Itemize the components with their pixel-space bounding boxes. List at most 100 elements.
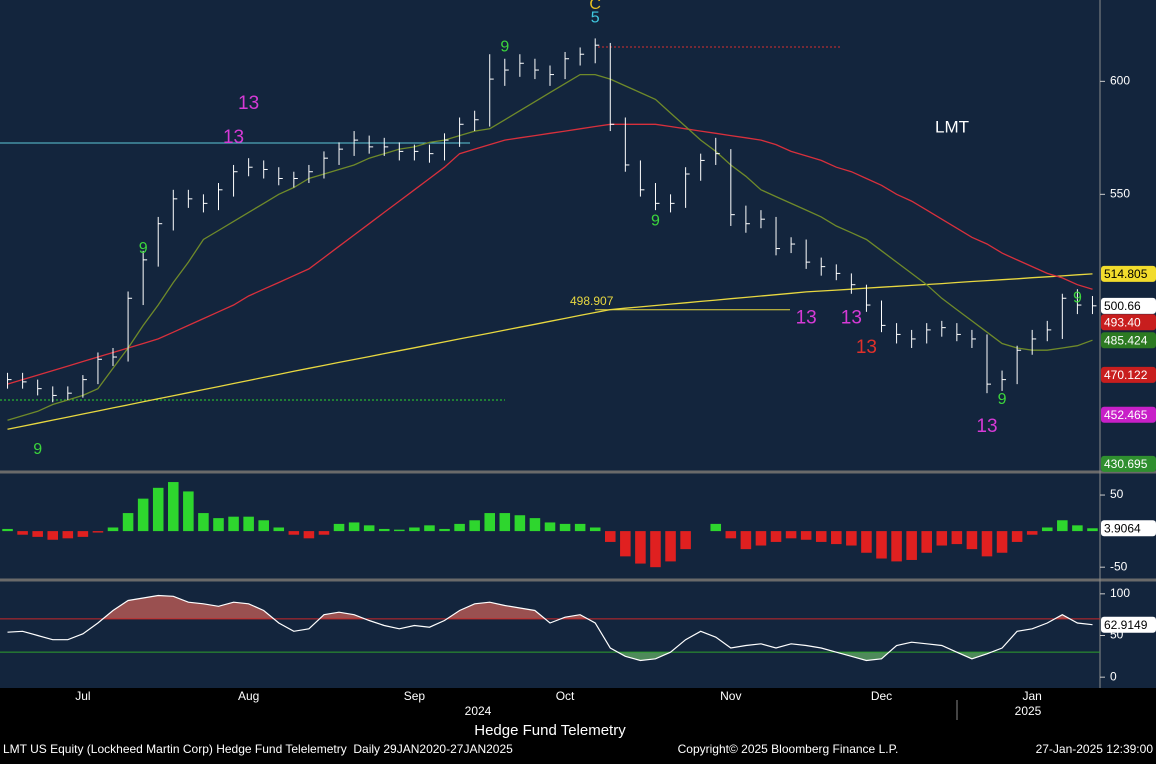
value-tag	[1101, 332, 1156, 349]
count-annotation: 13	[841, 308, 862, 329]
value-tag-label: 485.424	[1104, 333, 1148, 347]
histogram-bar	[92, 531, 104, 533]
histogram-bar	[213, 518, 224, 532]
x-tick-label: Nov	[720, 689, 741, 703]
histogram-bar	[559, 523, 571, 532]
y-tick-label: -50	[1110, 559, 1128, 573]
histogram-bar	[47, 531, 59, 540]
y-tick-label: 100	[1110, 586, 1130, 600]
histogram-bar	[1011, 531, 1023, 542]
histogram-bar	[785, 531, 797, 539]
histogram-bar	[394, 529, 405, 532]
histogram-bar	[815, 531, 827, 542]
count-annotation: 13	[856, 337, 877, 358]
count-annotation: 9	[139, 240, 148, 257]
histogram-bar	[966, 531, 978, 550]
histogram-bar	[891, 531, 902, 562]
histogram-bar	[2, 528, 13, 532]
count-annotation: 9	[500, 39, 509, 56]
histogram-bar	[1026, 531, 1038, 535]
value-tag-label: 500.66	[1104, 299, 1141, 313]
histogram-bar	[348, 522, 360, 532]
histogram-bar	[770, 531, 782, 542]
histogram-bar	[17, 531, 28, 535]
histogram-bar	[183, 491, 194, 532]
histogram-bar	[243, 516, 254, 532]
histogram-bar	[544, 522, 556, 532]
year-label: 2024	[465, 704, 492, 718]
histogram-bar	[921, 531, 932, 553]
histogram-bar	[514, 515, 526, 532]
count-annotation: 9	[1073, 289, 1082, 306]
zone-fill	[7, 595, 1093, 619]
count-annotation: 13	[976, 416, 997, 437]
y-tick-label: 600	[1110, 74, 1130, 88]
histogram-bar	[424, 525, 435, 532]
histogram-bar	[77, 531, 89, 537]
value-tag-label: 514.805	[1104, 267, 1148, 281]
value-tag-label: 470.122	[1104, 368, 1148, 382]
histogram-bar	[439, 528, 450, 532]
value-tag	[1101, 314, 1156, 331]
y-tick-label: 0	[1110, 669, 1117, 683]
histogram-bar	[996, 531, 1008, 553]
histogram-bar	[620, 531, 631, 557]
x-tick-label: Aug	[238, 689, 259, 703]
histogram-bar	[469, 520, 480, 532]
moving-average	[7, 123, 1093, 385]
histogram-bar	[665, 531, 676, 562]
histogram-bar	[137, 498, 149, 532]
x-tick-label: Dec	[871, 689, 892, 703]
histogram-bar	[62, 531, 74, 539]
histogram-bar	[363, 525, 375, 532]
histogram-bar	[589, 527, 601, 532]
histogram-bar	[303, 531, 315, 539]
value-tag-label: 430.695	[1104, 457, 1148, 471]
histogram-bar	[1087, 528, 1098, 532]
zone-fill	[7, 652, 1093, 661]
count-annotation: 9	[33, 441, 42, 458]
histogram-bar	[876, 531, 887, 559]
histogram-bar	[981, 531, 993, 557]
value-tag-label: 452.465	[1104, 408, 1148, 422]
histogram-bar	[198, 513, 209, 532]
histogram-bar	[831, 531, 842, 545]
histogram-bar	[409, 527, 420, 532]
histogram-bar	[1072, 525, 1083, 532]
footer-background	[0, 688, 1156, 759]
histogram-bar	[1057, 520, 1068, 532]
histogram-bar	[333, 523, 345, 532]
histogram-bar	[951, 531, 963, 545]
value-tag	[1101, 406, 1156, 423]
x-tick-label: Sep	[404, 689, 426, 703]
histogram-bar	[635, 531, 646, 564]
histogram-bar	[288, 531, 300, 535]
footer-left: LMT US Equity (Lockheed Martin Corp) Hed…	[3, 742, 513, 756]
x-tick-label: Oct	[556, 689, 575, 703]
value-tag	[1101, 520, 1156, 537]
histogram-bar	[273, 527, 285, 532]
value-tag-label: 3.9064	[1104, 521, 1141, 535]
footer-right: 27-Jan-2025 12:39:00	[1036, 742, 1154, 756]
x-tick-label: Jan	[1023, 689, 1042, 703]
histogram-bar	[906, 531, 917, 560]
histogram-bar	[107, 527, 119, 532]
histogram-bar	[755, 531, 767, 546]
value-tag-label: 62.9149	[1104, 618, 1148, 632]
count-annotation: 13	[238, 93, 259, 114]
histogram-bar	[650, 531, 661, 568]
histogram-bar	[152, 487, 164, 532]
histogram-bar	[861, 531, 872, 553]
histogram-bar	[258, 520, 269, 532]
histogram-bar	[228, 516, 239, 532]
value-tag	[1101, 297, 1156, 314]
moving-average	[7, 73, 1093, 421]
count-annotation: 9	[998, 391, 1007, 408]
value-tag	[1101, 265, 1156, 282]
year-label: 2025	[1015, 704, 1042, 718]
x-axis-title: Hedge Fund Telemetry	[474, 722, 626, 739]
histogram-bar	[936, 531, 948, 546]
value-tag	[1101, 616, 1156, 633]
histogram-bar	[605, 531, 616, 542]
